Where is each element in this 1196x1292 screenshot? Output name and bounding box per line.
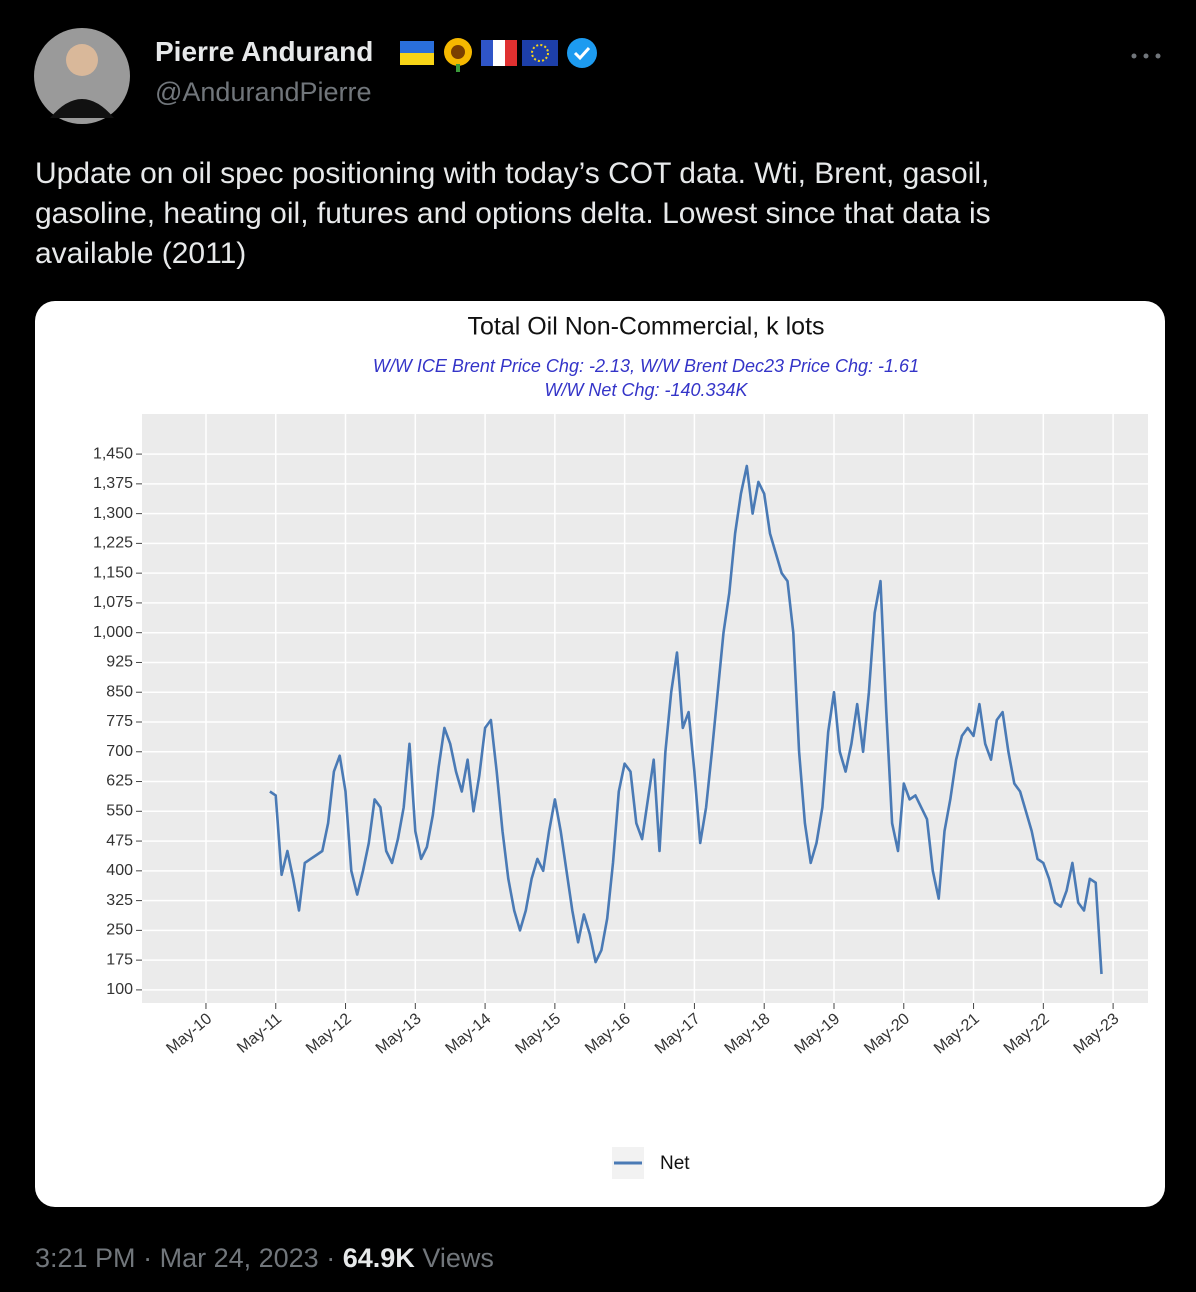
more-button[interactable] [1131, 53, 1161, 59]
x-tick-label: May-19 [791, 1010, 843, 1057]
legend-label: Net [660, 1153, 690, 1174]
y-tick-label: 1,000 [93, 624, 133, 641]
y-tick-label: 1,225 [93, 535, 133, 552]
author-handle[interactable]: @AndurandPierre [155, 77, 372, 107]
tweet-text: gasoline, heating oil, futures and optio… [35, 197, 991, 230]
tweet-text: Update on oil spec positioning with toda… [35, 157, 990, 190]
y-tick-label: 1,150 [93, 564, 133, 581]
y-tick-label: 700 [106, 743, 133, 760]
x-tick-label: May-22 [1001, 1010, 1053, 1057]
y-tick-label: 625 [106, 773, 133, 790]
x-tick-label: May-12 [303, 1010, 355, 1057]
chart: Total Oil Non-Commercial, k lots W/W ICE… [93, 313, 1148, 1179]
chart-subtitle: W/W ICE Brent Price Chg: -2.13, W/W Bren… [373, 356, 919, 376]
x-tick-label: May-16 [582, 1010, 634, 1057]
time[interactable]: 3:21 PM [35, 1243, 136, 1273]
separator: · [326, 1243, 336, 1273]
x-tick-label: May-23 [1071, 1010, 1123, 1057]
y-tick-label: 400 [106, 862, 133, 879]
avatar-face [66, 44, 98, 76]
x-tick-label: May-20 [861, 1010, 913, 1057]
chart-card[interactable]: Total Oil Non-Commercial, k lots W/W ICE… [35, 301, 1165, 1207]
y-tick-label: 1,375 [93, 475, 133, 492]
y-tick-label: 1,075 [93, 594, 133, 611]
date[interactable]: Mar 24, 2023 [159, 1243, 319, 1273]
y-tick-label: 850 [106, 683, 133, 700]
flag-ukraine [400, 41, 434, 65]
y-tick-label: 1,450 [93, 445, 133, 462]
sunflower [444, 38, 472, 72]
y-tick-label: 100 [106, 981, 133, 998]
author-name[interactable]: Pierre Andurand [155, 36, 374, 67]
y-tick-label: 1,300 [93, 505, 133, 522]
x-tick-label: May-18 [722, 1010, 774, 1057]
y-tick-label: 475 [106, 832, 133, 849]
legend: Net [612, 1147, 690, 1179]
x-tick-label: May-14 [443, 1010, 495, 1057]
x-tick-label: May-10 [163, 1010, 215, 1057]
chart-title: Total Oil Non-Commercial, k lots [467, 313, 824, 341]
y-tick-label: 775 [106, 713, 133, 730]
tweet-footer: 3:21 PM · Mar 24, 2023 · 64.9K Views [35, 1243, 494, 1274]
flag-france [481, 40, 517, 66]
tweet-text: available (2011) [35, 237, 247, 270]
views-label: Views [422, 1243, 494, 1273]
y-tick-label: 325 [106, 892, 133, 909]
verified-badge [567, 38, 597, 68]
plot-panel [142, 414, 1148, 1003]
y-tick-label: 175 [106, 951, 133, 968]
y-tick-label: 250 [106, 922, 133, 939]
chart-subtitle: W/W Net Chg: -140.334K [544, 380, 748, 400]
views-count: 64.9K [342, 1243, 415, 1273]
x-tick-label: May-17 [652, 1010, 704, 1057]
y-tick-label: 925 [106, 654, 133, 671]
x-tick-label: May-13 [373, 1010, 425, 1057]
x-tick-label: May-15 [512, 1010, 564, 1057]
avatar-suit [50, 99, 114, 118]
flag-eu [522, 40, 558, 66]
x-tick-label: May-21 [931, 1010, 983, 1057]
series-line [269, 464, 1103, 975]
x-tick-label: May-11 [234, 1010, 285, 1057]
separator: · [143, 1243, 153, 1273]
header-icons [34, 28, 1161, 124]
y-tick-label: 550 [106, 803, 133, 820]
